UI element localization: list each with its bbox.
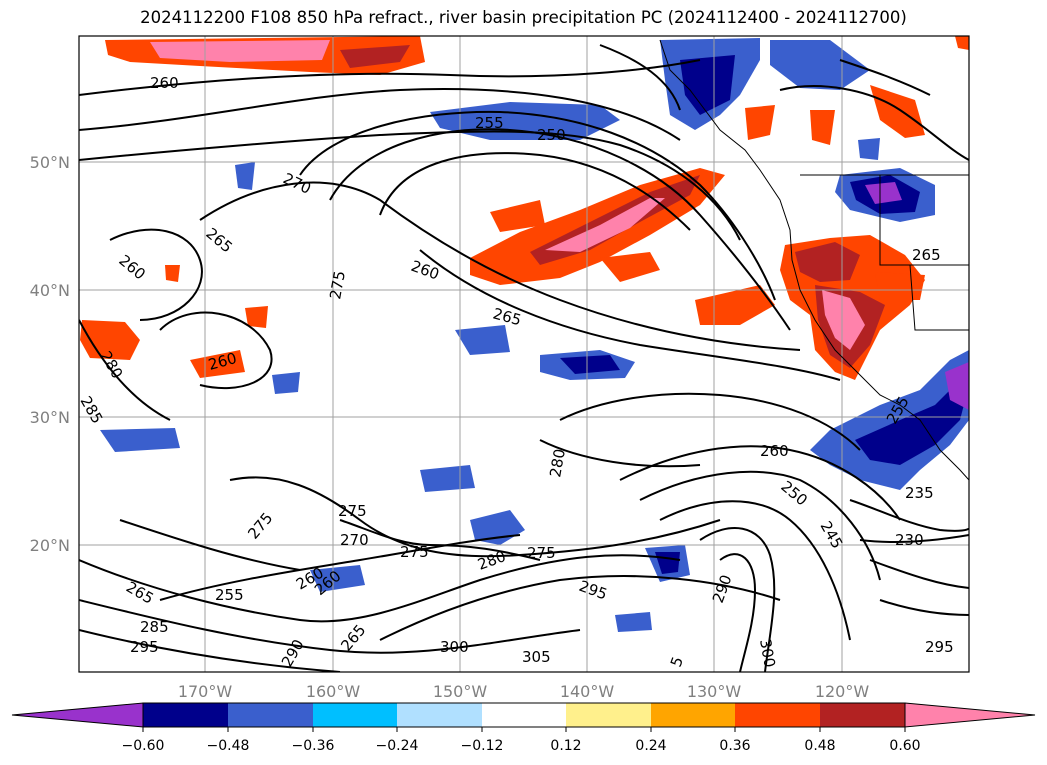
contour-label: 300: [440, 638, 469, 656]
region-positive: [190, 350, 245, 378]
colorbar-segment: [143, 703, 228, 727]
lon-label: 160°W: [306, 682, 361, 701]
contour-lines: [79, 44, 969, 672]
region-positive: [795, 242, 860, 282]
colorbar-tick-label: 0.48: [804, 738, 835, 754]
contour-label: 255: [475, 114, 504, 132]
colorbar-tick-label: 0.36: [719, 738, 750, 754]
region-positive: [150, 40, 330, 62]
region-negative: [560, 355, 620, 374]
region-positive: [245, 306, 268, 328]
region-positive: [545, 198, 665, 252]
region-positive: [870, 85, 925, 138]
colorbar-segment: [397, 703, 482, 727]
coastline: [659, 39, 969, 481]
region-negative: [420, 465, 475, 492]
colorbar-extend-high: [904, 702, 1036, 728]
lon-label: 170°W: [178, 682, 233, 701]
colorbar-tick-label: −0.36: [292, 738, 335, 754]
contour-label: 300: [756, 638, 779, 669]
colorbar-segment: [482, 703, 566, 727]
longitude-labels: 170°W 160°W 150°W 140°W 130°W 120°W: [178, 682, 870, 701]
lon-label: 120°W: [815, 682, 870, 701]
contour-label: 275: [400, 543, 429, 561]
colorbar: −0.60 −0.48 −0.36 −0.24 −0.12 0.12 0.24 …: [11, 702, 1036, 754]
map-title: 2024112200 F108 850 hPa refract., river …: [140, 8, 907, 27]
contour-label: 260: [760, 442, 789, 460]
region-negative: [945, 362, 969, 410]
contour-label: 230: [895, 531, 924, 549]
region-positive: [80, 320, 140, 360]
contour-label: 275: [527, 544, 556, 562]
region-positive: [745, 105, 775, 140]
map-area: 260 255 250 270 265 260 275 260 265 265 …: [79, 36, 969, 672]
colorbar-segment: [313, 703, 397, 727]
shaded-regions: [80, 36, 969, 632]
region-negative: [770, 40, 870, 90]
region-negative: [680, 55, 735, 115]
contour-label: 305: [522, 648, 551, 666]
colorbar-tick-label: −0.12: [461, 738, 504, 754]
lon-label: 130°W: [687, 682, 742, 701]
colorbar-tick-label: 0.60: [889, 738, 920, 754]
lat-label: 30°N: [30, 408, 70, 427]
region-positive: [600, 252, 660, 282]
region-negative: [810, 350, 969, 490]
graticule: [79, 36, 969, 672]
lat-label: 40°N: [30, 281, 70, 300]
latitude-labels: 50°N 40°N 30°N 20°N: [30, 153, 70, 555]
region-negative: [310, 565, 365, 592]
contour-label: 270: [340, 531, 369, 549]
region-positive: [695, 285, 775, 325]
region-negative: [858, 138, 880, 160]
contour-label: 260: [150, 74, 179, 92]
contour-label: 280: [546, 447, 569, 478]
region-negative: [235, 162, 255, 190]
lat-label: 50°N: [30, 153, 70, 172]
contour-label: 265: [912, 246, 941, 264]
colorbar-segment: [651, 703, 735, 727]
lon-label: 150°W: [433, 682, 488, 701]
region-negative: [100, 428, 180, 452]
colorbar-extend-low: [11, 702, 144, 728]
map-frame: [78, 35, 970, 673]
contour-label: 255: [215, 586, 244, 604]
contour-label: 285: [140, 618, 169, 636]
region-negative: [455, 325, 510, 355]
colorbar-tick-label: −0.60: [122, 738, 165, 754]
colorbar-segment: [228, 703, 313, 727]
colorbar-segment: [566, 703, 651, 727]
contour-label: 295: [925, 638, 954, 656]
colorbar-tick-label: 0.12: [550, 738, 581, 754]
colorbar-tick-label: −0.48: [207, 738, 250, 754]
colorbar-tick-label: −0.24: [376, 738, 419, 754]
contour-label: 250: [537, 126, 566, 144]
region-positive: [340, 45, 410, 68]
region-negative: [855, 380, 969, 465]
region-positive: [490, 200, 545, 232]
region-positive: [955, 36, 969, 50]
region-negative: [865, 182, 902, 204]
lat-label: 20°N: [30, 536, 70, 555]
region-negative: [615, 612, 652, 632]
contour-label: 275: [326, 269, 349, 300]
region-positive: [875, 272, 925, 300]
region-positive: [165, 265, 180, 282]
contour-label: 275: [338, 502, 367, 520]
colorbar-segment: [820, 703, 905, 727]
contour-label: 235: [905, 484, 934, 502]
colorbar-segment: [735, 703, 820, 727]
contour-label: 295: [130, 638, 159, 656]
region-positive: [822, 290, 865, 350]
region-positive: [810, 110, 835, 145]
colorbar-tick-label: 0.24: [635, 738, 666, 754]
colorbar-ticks: [142, 727, 906, 732]
lon-label: 140°W: [560, 682, 615, 701]
region-negative: [272, 372, 300, 394]
